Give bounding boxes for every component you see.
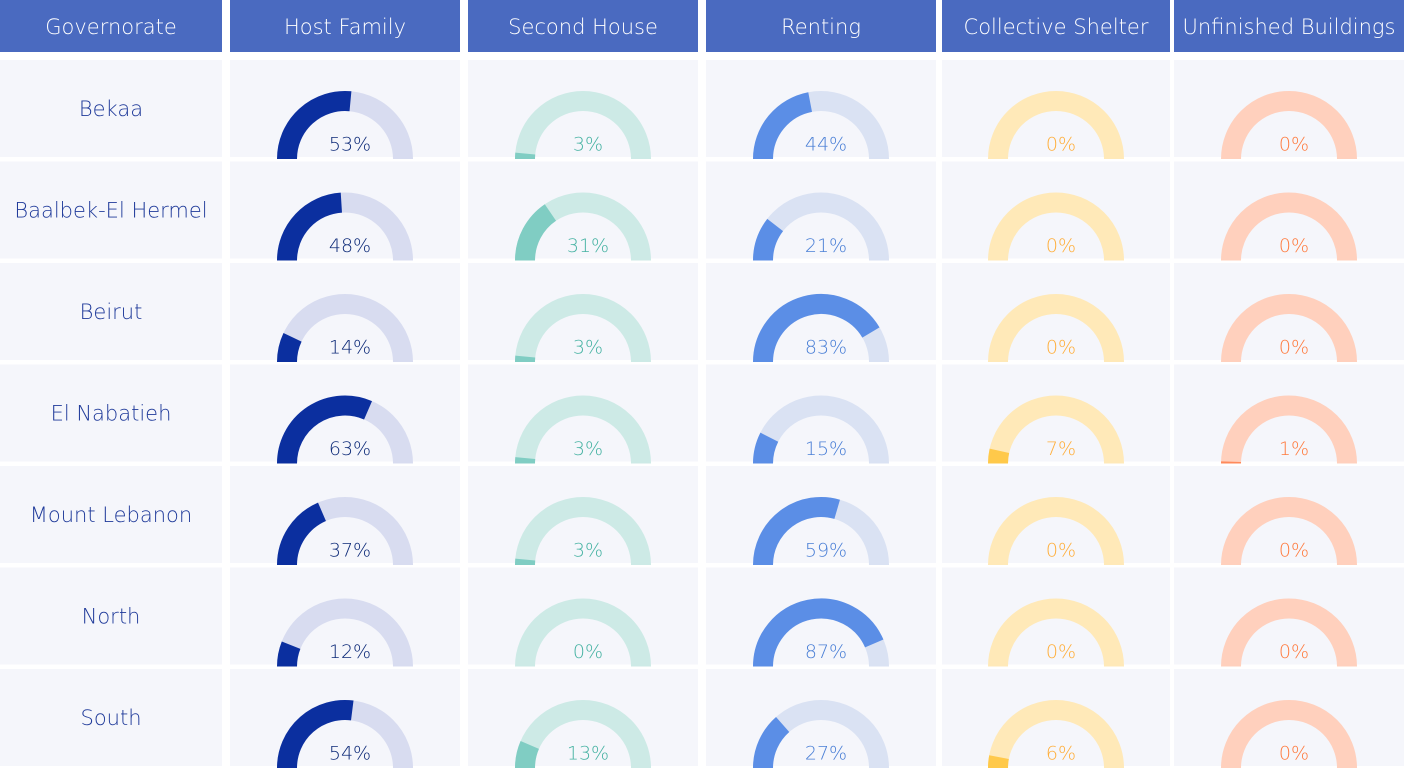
gauge-label: 0%: [1046, 134, 1076, 156]
row-label: South: [80, 706, 141, 730]
header-label: Unfinished Buildings: [1183, 15, 1396, 39]
gauge-label: 21%: [805, 235, 847, 257]
header-label: Governorate: [45, 15, 177, 39]
gauge-label: 3%: [573, 337, 603, 359]
gauge-label: 3%: [573, 134, 603, 156]
header-label: Host Family: [284, 15, 406, 39]
gauge-label: 0%: [1046, 235, 1076, 257]
gauge-label: 53%: [329, 134, 371, 156]
row-label: Beirut: [80, 300, 143, 324]
gauge-label: 0%: [573, 641, 603, 663]
gauge-label: 1%: [1279, 438, 1309, 460]
gauge-fill: [998, 757, 999, 768]
header-label: Second House: [508, 15, 658, 39]
row-label: North: [82, 605, 141, 629]
gauge-label: 6%: [1046, 743, 1076, 765]
gauge-label: 0%: [1046, 641, 1076, 663]
row-label: El Nabatieh: [51, 402, 172, 426]
gauge-label: 3%: [573, 438, 603, 460]
gauge-label: 7%: [1046, 438, 1076, 460]
gauge-label: 0%: [1279, 540, 1309, 562]
gauge-label: 15%: [805, 438, 847, 460]
gauge-label: 83%: [805, 337, 847, 359]
gauge-label: 0%: [1279, 641, 1309, 663]
gauge-label: 0%: [1279, 743, 1309, 765]
gauge-label: 0%: [1046, 337, 1076, 359]
gauge-fill: [287, 337, 293, 362]
gauge-label: 87%: [805, 641, 847, 663]
header-label: Collective Shelter: [964, 15, 1149, 39]
gauge-label: 13%: [567, 743, 609, 765]
gauge-label: 14%: [329, 337, 371, 359]
gauge-label: 54%: [329, 743, 371, 765]
gauge-fill: [287, 645, 291, 666]
row-label: Baalbek-El Hermel: [14, 199, 207, 223]
gauge-label: 0%: [1279, 134, 1309, 156]
header-label: Renting: [781, 15, 861, 39]
gauge-label: 63%: [329, 438, 371, 460]
gauge-label: 37%: [329, 540, 371, 562]
gauge-label: 27%: [805, 743, 847, 765]
gauge-label: 12%: [329, 641, 371, 663]
gauge-label: 0%: [1046, 540, 1076, 562]
gauge-fill: [525, 745, 530, 768]
gauge-label: 44%: [805, 134, 847, 156]
gauge-label: 48%: [329, 235, 371, 257]
gauge-label: 31%: [567, 235, 609, 257]
gauge-label: 0%: [1279, 337, 1309, 359]
gauge-label: 59%: [805, 540, 847, 562]
row-label: Mount Lebanon: [30, 503, 192, 527]
gauge-fill: [763, 437, 769, 463]
gauge-label: 3%: [573, 540, 603, 562]
gauge-fill: [998, 451, 999, 464]
row-label: Bekaa: [79, 97, 143, 121]
gauge-label: 0%: [1279, 235, 1309, 257]
